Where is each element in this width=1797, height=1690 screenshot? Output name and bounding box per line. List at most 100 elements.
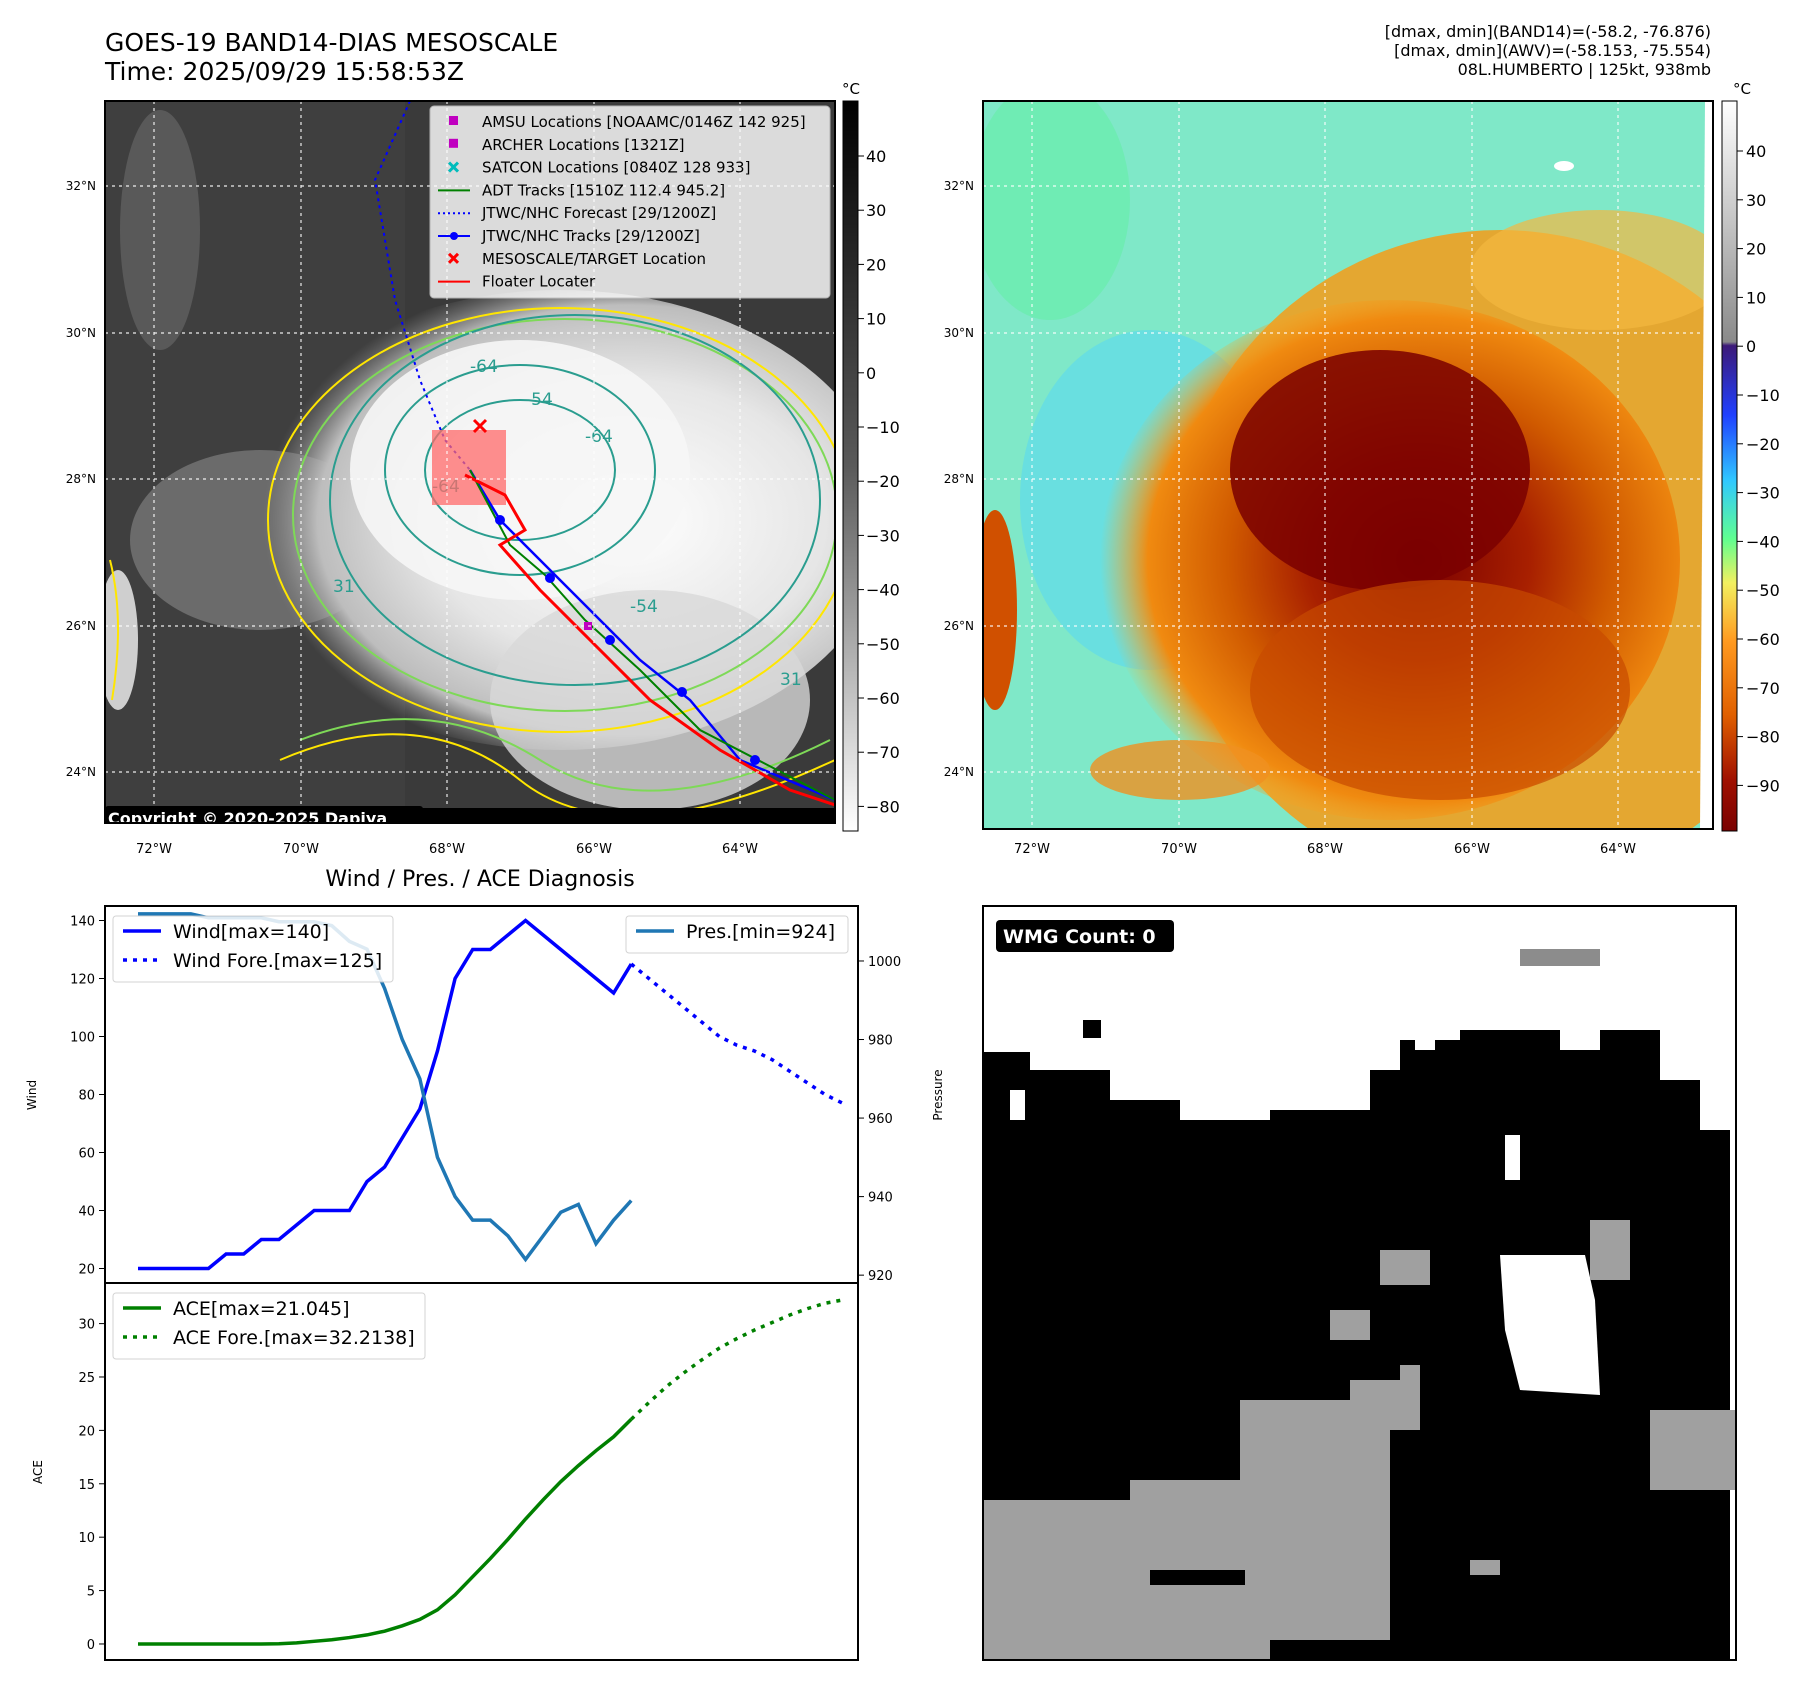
colorbar-tick: −90: [1746, 776, 1780, 795]
contour-label: 31: [333, 577, 355, 597]
legend-item: JTWC/NHC Forecast [29/1200Z]: [438, 204, 716, 222]
adt-track: [469, 469, 835, 801]
legend-label: JTWC/NHC Forecast [29/1200Z]: [481, 204, 716, 222]
colorbar-tick: −60: [1746, 630, 1780, 649]
diagnosis-title: Wind / Pres. / ACE Diagnosis: [325, 867, 634, 892]
info-block: [dmax, dmin](BAND14)=(-58.2, -76.876) [d…: [1385, 22, 1711, 79]
y-right-tick-label: 960: [868, 1112, 893, 1127]
wind-pressure-chart: 20 40 60 80 100 120 140 920 940 960 980 1000 Wind[ma…: [25, 905, 945, 1284]
colorbar-right-unit: °C: [1733, 80, 1751, 98]
y-right-tick-label: 920: [868, 1269, 893, 1284]
colorbar-tick: −50: [1746, 581, 1780, 600]
lat-label-right: 32°N: [944, 179, 974, 193]
figure-title: GOES-19 BAND14-DIAS MESOSCALE Time: 2025…: [105, 28, 558, 86]
y-tick-label: 140: [70, 915, 95, 930]
chart-legend-label: ACE Fore.[max=32.2138]: [173, 1327, 415, 1349]
lat-label-right: 30°N: [944, 326, 974, 340]
chart-legend: [112, 1292, 426, 1360]
copyright-text: Copyright © 2020-2025 Dapiya: [108, 809, 387, 828]
colorbar-tick: −20: [1746, 435, 1780, 454]
colorbar-tick: −80: [1746, 728, 1780, 747]
lat-label-left: 28°N: [66, 472, 96, 486]
colorbar-tick: −20: [866, 472, 900, 491]
y-tick-label: 0: [87, 1638, 95, 1653]
contour-label: -54: [630, 597, 658, 617]
colorbar-tick: 30: [1746, 191, 1766, 210]
y-tick-label: 15: [78, 1478, 95, 1493]
lon-label-left: 68°W: [429, 842, 465, 857]
chart-legend: [625, 915, 849, 954]
legend-label: ADT Tracks [1510Z 112.4 945.2]: [482, 181, 725, 199]
contour-label: -64: [585, 427, 613, 447]
y-tick-label: 25: [78, 1371, 95, 1386]
colorbar-left-unit: °C: [842, 80, 860, 98]
lat-label-right: 26°N: [944, 619, 974, 633]
contour-cold-inner: [384, 364, 656, 576]
y-tick-label: 80: [78, 1089, 95, 1104]
target-marker: [472, 418, 488, 434]
colorbar-tick: 40: [1746, 142, 1766, 161]
legend-item: MESOSCALE/TARGET Location: [447, 250, 706, 268]
colorbar-tick: −30: [866, 526, 900, 545]
info-line-1: [dmax, dmin](BAND14)=(-58.2, -76.876): [1384, 22, 1711, 41]
contour-warm: [267, 307, 835, 733]
legend-item: AMSU Locations [NOAAMC/0146Z 142 925]: [449, 113, 806, 131]
colorbar-tick: −10: [1746, 386, 1780, 405]
colorbar-tick: 20: [1746, 240, 1766, 259]
lon-label-right: 72°W: [1014, 842, 1050, 857]
series-line: [138, 1417, 633, 1646]
contour-cold-outer: [329, 314, 821, 686]
map-legend: AMSU Locations [NOAAMC/0146Z 142 925] ARC…: [429, 105, 831, 299]
colorbar-tick: 0: [866, 364, 876, 383]
y-tick-label: 20: [78, 1424, 95, 1439]
lat-label-left: 26°N: [66, 619, 96, 633]
colorbar-tick: 40: [866, 147, 886, 166]
lon-label-left: 72°W: [136, 842, 172, 857]
y-tick-label: 60: [78, 1147, 95, 1162]
wmg-panel: WMG Count: 0: [982, 905, 1737, 1661]
y-tick-label: 100: [70, 1031, 95, 1046]
jtwc-track: [468, 469, 835, 802]
chart-legend-label: ACE[max=21.045]: [173, 1298, 350, 1320]
colorbar-tick: 10: [866, 310, 886, 329]
colorbar-tick: 0: [1746, 337, 1756, 356]
contour-label: -54: [525, 390, 553, 410]
colorbar-tick: 20: [866, 255, 886, 274]
y-right-tick-label: 940: [868, 1191, 893, 1206]
legend-label: MESOSCALE/TARGET Location: [482, 250, 706, 268]
forecast-track: [373, 101, 471, 471]
colorbar-left: °C 40 30 20 10 0 −10 −20 −30 −40 −50 −60 −70 −80: [842, 80, 900, 832]
info-line-2: [dmax, dmin](AWV)=(-58.153, -75.554): [1394, 41, 1711, 60]
y-tick-label: 40: [78, 1205, 95, 1220]
legend-label: ARCHER Locations [1321Z]: [482, 136, 685, 154]
legend-label: JTWC/NHC Tracks [29/1200Z]: [481, 227, 700, 245]
colorbar-tick: 30: [866, 201, 886, 220]
y-right-tick-label: 1000: [868, 955, 901, 970]
lon-label-right: 66°W: [1454, 842, 1490, 857]
y-right-tick-label: 980: [868, 1034, 893, 1049]
lat-label-left: 32°N: [66, 179, 96, 193]
lon-label-right: 68°W: [1307, 842, 1343, 857]
colorbar-tick: −50: [866, 635, 900, 654]
floater-track: [464, 473, 835, 807]
chart-legend-label: Wind Fore.[max=125]: [173, 950, 382, 972]
pressure-axis-label: Pressure: [931, 1069, 945, 1120]
legend-item: ARCHER Locations [1321Z]: [449, 136, 685, 154]
legend-label: SATCON Locations [0840Z 128 933]: [482, 159, 750, 177]
colorbar-tick: −40: [866, 581, 900, 600]
lat-label-right: 24°N: [944, 765, 974, 779]
colorbar-tick: 10: [1746, 288, 1766, 307]
target-box: [432, 430, 506, 505]
lat-label-right: 28°N: [944, 472, 974, 486]
colorbar-tick: −70: [866, 743, 900, 762]
legend-item: Floater Locater: [438, 273, 596, 291]
series-line: [630, 1298, 843, 1421]
lat-label-left: 24°N: [66, 765, 96, 779]
legend-item: SATCON Locations [0840Z 128 933]: [447, 159, 750, 177]
wmg-count-label: WMG Count: 0: [1003, 926, 1156, 948]
lon-label-right: 64°W: [1600, 842, 1636, 857]
colorbar-tick: −60: [866, 689, 900, 708]
y-tick-label: 20: [78, 1263, 95, 1278]
color-ir-map-panel: [983, 101, 1713, 829]
